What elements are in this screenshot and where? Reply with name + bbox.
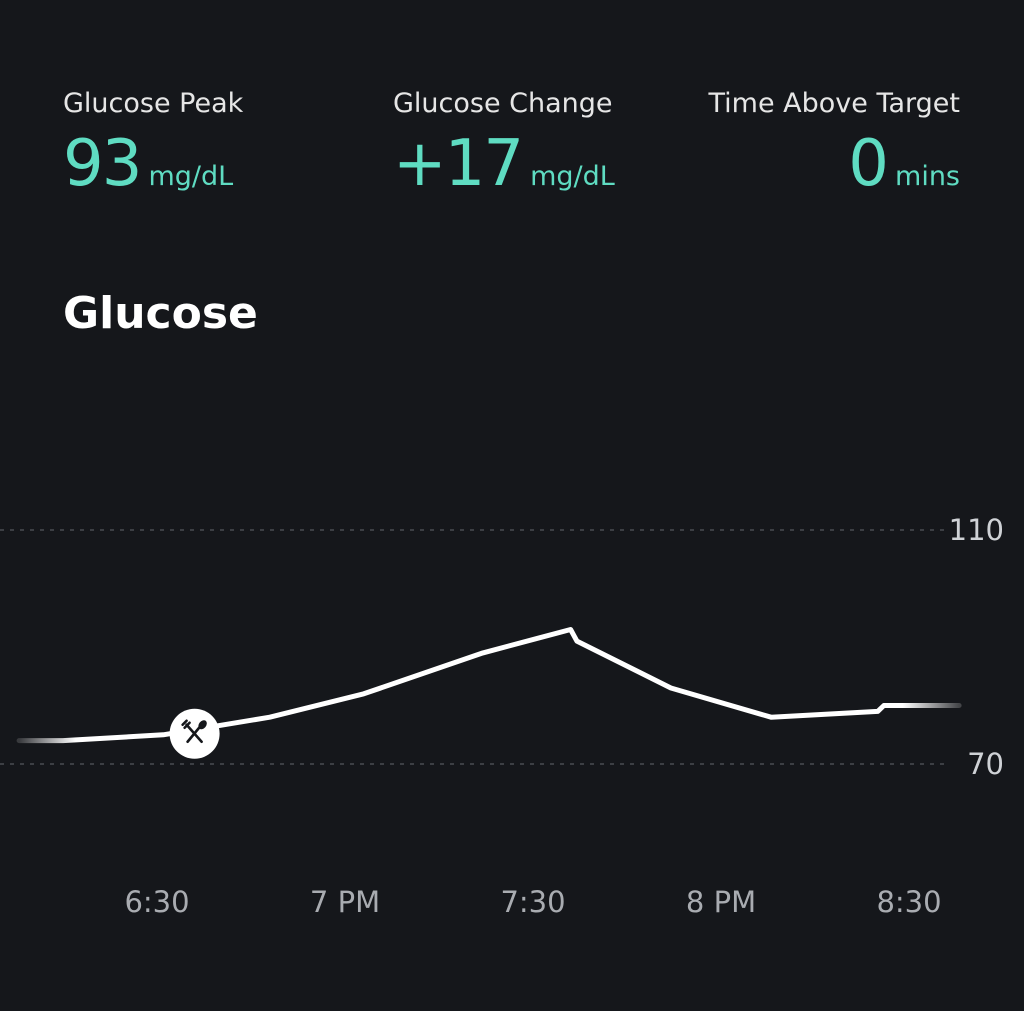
glucose-change-value: +17 xyxy=(393,127,524,201)
y-axis-labels: 70 110 xyxy=(949,513,1004,781)
y-tick-label: 110 xyxy=(949,513,1004,547)
meal-marker[interactable] xyxy=(169,708,220,759)
chart-title: Glucose xyxy=(63,288,258,339)
time-above-target-value-row: 0 mins xyxy=(709,132,960,212)
glucose-change-value-row: +17 mg/dL xyxy=(393,132,615,212)
meal-markers[interactable] xyxy=(169,708,220,759)
x-tick-label: 8:30 xyxy=(876,885,941,919)
glucose-peak-value: 93 xyxy=(63,127,142,201)
glucose-peak-unit: mg/dL xyxy=(148,161,234,192)
stats-row: Glucose Peak 93 mg/dL Glucose Change +17 m… xyxy=(0,0,1024,230)
glucose-series xyxy=(16,627,962,744)
gridlines xyxy=(0,529,948,765)
time-above-target-label: Time Above Target xyxy=(708,88,961,119)
x-tick-label: 6:30 xyxy=(124,885,189,919)
glucose-peak-label: Glucose Peak xyxy=(63,88,244,119)
glucose-change-unit: mg/dL xyxy=(530,161,615,192)
glucose-change-stat: Glucose Change +17 mg/dL xyxy=(393,86,615,212)
glucose-peak-stat: Glucose Peak 93 mg/dL xyxy=(63,86,243,212)
glucose-line xyxy=(16,627,962,744)
glucose-change-label: Glucose Change xyxy=(393,88,613,119)
time-above-target-unit: mins xyxy=(895,161,960,192)
fork-knife-icon xyxy=(181,719,207,744)
x-tick-label: 7:30 xyxy=(500,885,565,919)
glucose-peak-value-row: 93 mg/dL xyxy=(63,132,243,212)
x-axis-labels: 6:30 7 PM 7:30 8 PM 8:30 xyxy=(124,885,941,919)
x-tick-label: 8 PM xyxy=(686,885,756,919)
y-tick-label: 70 xyxy=(967,747,1004,781)
time-above-target-stat: Time Above Target 0 mins xyxy=(709,86,961,212)
x-tick-label: 7 PM xyxy=(310,885,380,919)
time-above-target-value: 0 xyxy=(848,127,889,201)
